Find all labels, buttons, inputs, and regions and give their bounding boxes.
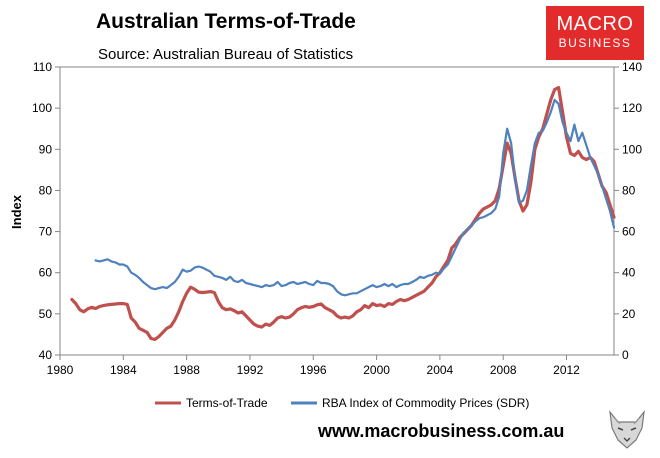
x-tick-label-1988: 1988 bbox=[173, 363, 200, 377]
x-tick-label-2008: 2008 bbox=[490, 363, 517, 377]
x-tick-label-2004: 2004 bbox=[427, 363, 454, 377]
plot-area bbox=[59, 66, 615, 356]
y-right-tick-label-120: 120 bbox=[622, 101, 642, 115]
y-left-tick-label-70: 70 bbox=[39, 225, 53, 239]
x-tick-label-1996: 1996 bbox=[300, 363, 327, 377]
y-right-tick-label-0: 0 bbox=[622, 348, 629, 362]
y-right-tick-label-80: 80 bbox=[622, 183, 636, 197]
y-left-tick-label-110: 110 bbox=[33, 60, 52, 74]
logo-line-2: BUSINESS bbox=[558, 36, 632, 50]
macrobusiness-logo[interactable]: MACRO BUSINESS bbox=[546, 6, 644, 60]
series-line-rba-index-of-commodity-prices-sdr bbox=[94, 98, 616, 297]
logo-line-1: MACRO bbox=[556, 13, 634, 35]
y-left-tick-label-100: 100 bbox=[32, 101, 52, 115]
y-left-tick-label-90: 90 bbox=[39, 142, 53, 156]
y-right-tick-label-140: 140 bbox=[622, 60, 642, 74]
y-axis-right: 0 20 40 60 80 100 120 140 bbox=[614, 60, 642, 362]
y-left-tick-label-40: 40 bbox=[39, 348, 53, 362]
website-url[interactable]: www.macrobusiness.com.au bbox=[318, 421, 565, 441]
y-right-tick-label-60: 60 bbox=[622, 225, 636, 239]
x-tick-label-2000: 2000 bbox=[363, 363, 390, 377]
y-left-tick-label-60: 60 bbox=[39, 266, 53, 280]
y-right-tick-label-100: 100 bbox=[622, 142, 642, 156]
y-right-tick-label-20: 20 bbox=[622, 307, 636, 321]
x-tick-label-1992: 1992 bbox=[237, 363, 264, 377]
y-left-tick-label-50: 50 bbox=[39, 307, 53, 321]
legend-label-terms-of-trade: Terms-of-Trade bbox=[186, 396, 268, 410]
legend-label-rba-index: RBA Index of Commodity Prices (SDR) bbox=[322, 396, 529, 410]
chart-subtitle: Source: Australian Bureau of Statistics bbox=[98, 46, 354, 63]
legend: Terms-of-Trade RBA Index of Commodity Pr… bbox=[155, 396, 529, 410]
y-left-tick-label-80: 80 bbox=[39, 183, 53, 197]
x-tick-label-1980: 1980 bbox=[47, 363, 74, 377]
series-line-terms-of-trade bbox=[70, 86, 616, 341]
y-axis-label: Index bbox=[9, 194, 24, 229]
series-lines bbox=[70, 86, 616, 341]
y-right-tick-label-40: 40 bbox=[622, 266, 636, 280]
wolf-logo-icon bbox=[609, 410, 645, 449]
x-axis: 1980 1984 1988 1992 1996 2000 2004 2008 2012 bbox=[47, 355, 580, 377]
x-tick-label-2012: 2012 bbox=[553, 363, 580, 377]
y-axis-left: 40 50 60 70 80 90 100 110 bbox=[32, 60, 60, 362]
x-tick-label-1984: 1984 bbox=[110, 363, 137, 377]
chart-title: Australian Terms-of-Trade bbox=[96, 10, 356, 33]
